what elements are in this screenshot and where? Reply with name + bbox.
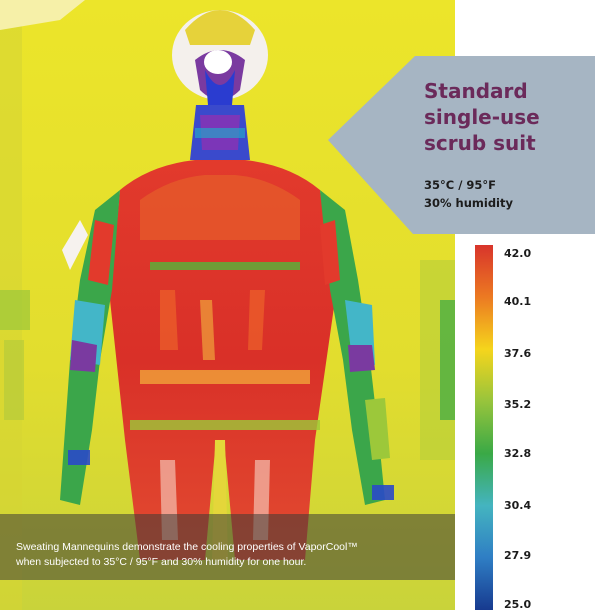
suit-title-line: Standard <box>424 79 528 103</box>
scale-label-27: 27.9 <box>504 549 532 562</box>
scale-label-32: 32.8 <box>504 447 532 460</box>
scale-label-37: 37.6 <box>504 347 532 360</box>
scale-label-25: 25.0 <box>504 598 532 611</box>
caption-overlay: Sweating Mannequins demonstrate the cool… <box>0 514 455 580</box>
scale-label-42: 42.0 <box>504 247 532 260</box>
humidity-condition: 30% humidity <box>424 196 513 210</box>
temperature-scale-labels: 42.0 40.1 37.6 35.2 32.8 30.4 27.9 25.0 <box>504 245 584 611</box>
scale-label-30: 30.4 <box>504 499 532 512</box>
suit-title: Standard single-use scrub suit <box>424 78 584 156</box>
test-conditions: 35°C / 95°F 30% humidity <box>424 176 584 212</box>
temperature-scale-bar <box>475 245 493 610</box>
scale-label-40: 40.1 <box>504 295 532 308</box>
temperature-condition: 35°C / 95°F <box>424 178 497 192</box>
suit-title-line: scrub suit <box>424 131 536 155</box>
caption-line: Sweating Mannequins demonstrate the cool… <box>16 541 358 553</box>
caption-line: when subjected to 35°C / 95°F and 30% hu… <box>16 556 307 568</box>
suit-title-line: single-use <box>424 105 540 129</box>
caption: Sweating Mannequins demonstrate the cool… <box>16 540 446 570</box>
scale-label-35: 35.2 <box>504 398 532 411</box>
